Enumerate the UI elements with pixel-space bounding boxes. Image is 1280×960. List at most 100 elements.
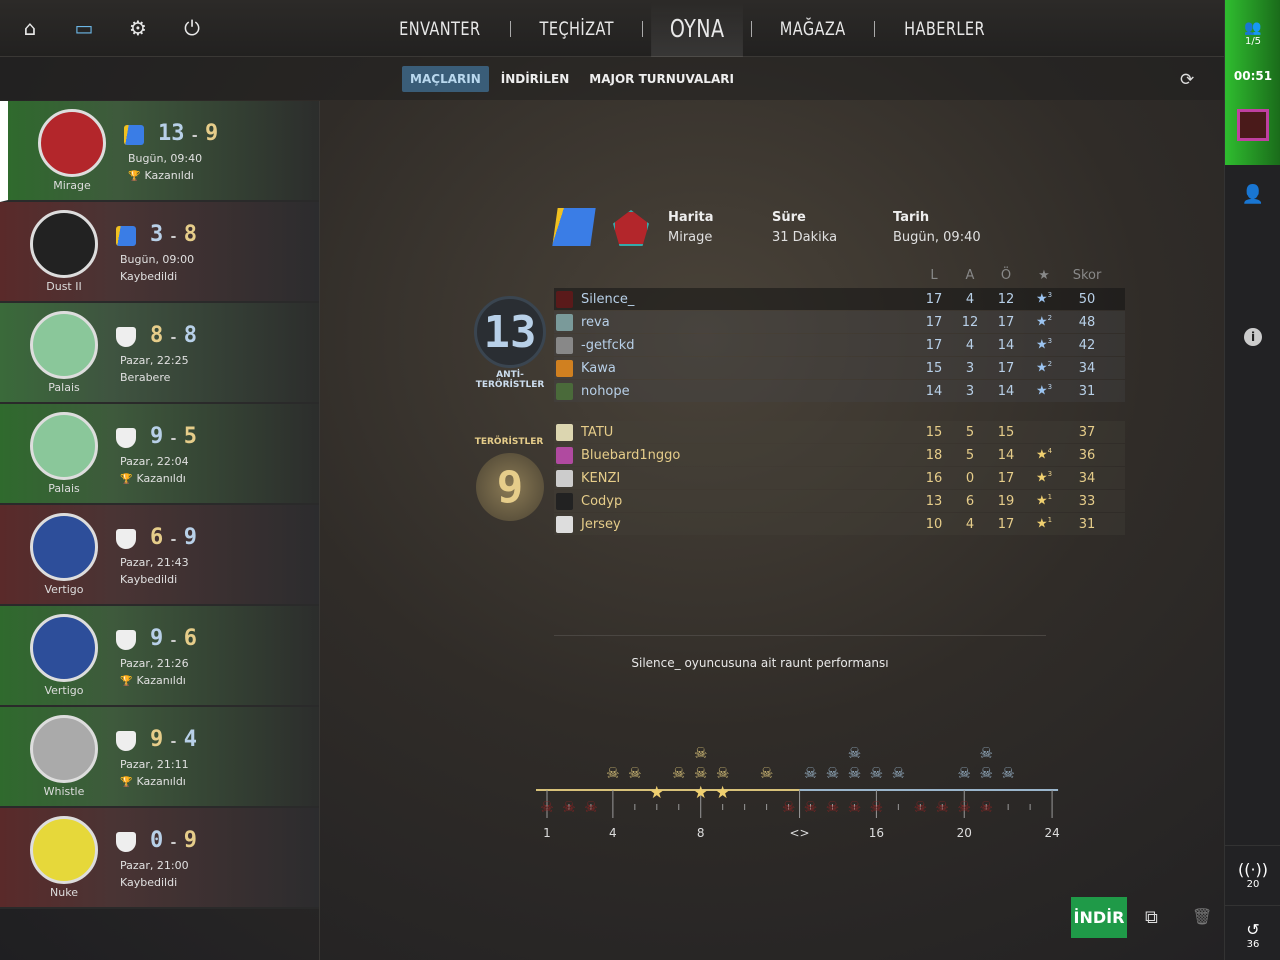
mvp-count: 3 [1047,291,1053,300]
score-team2: 6 [183,626,197,651]
ping-count: 20 [1246,879,1260,890]
match-row[interactable]: Mirage 13-9 Bugün, 09:40 🏆 Kazanıldı [0,101,319,202]
nav-0[interactable]: ENVANTER [399,17,481,40]
power-icon[interactable]: ⏻ [184,16,200,40]
column-header: Skor [1072,268,1102,283]
score-team1: 3 [150,222,164,247]
player-row[interactable]: TATU 15 5 15 37 [554,421,1125,443]
t-team-score: 9 [476,453,544,521]
map-mirage-icon [613,210,649,246]
stat-a: 6 [965,493,975,509]
score-team1: 8 [150,323,164,348]
result-text: Berabere [120,371,171,384]
death-skull-icon: ☠ [958,798,971,816]
player-row[interactable]: reva 17 12 17 ★2 48 [554,311,1125,333]
player-avatar [556,515,573,533]
kill-skull-icon: ☠ [958,764,971,782]
refresh-icon[interactable]: ⟳ [1180,70,1195,90]
player-name: Bluebard1nggo [581,447,681,463]
match-row[interactable]: Vertigo 9-6 Pazar, 21:26 🏆 Kazanıldı [0,606,319,707]
score-team1: 9 [150,626,164,651]
stat-a: 4 [965,291,975,307]
nav-3[interactable]: MAĞAZA [780,17,847,40]
mvp-count: 3 [1047,383,1053,392]
mvp-count: 1 [1047,516,1053,525]
history-count: 36 [1246,939,1260,950]
subtab-0[interactable]: MAÇLARIN [402,65,489,92]
result-text: Kazanıldı [136,472,186,485]
match-row[interactable]: Vertigo 6-9 Pazar, 21:43 Kaybedildi [0,505,319,606]
competitive-mode-icon [552,208,596,246]
gear-icon[interactable]: ⚙ [129,16,147,40]
match-result: 🏆 Kazanıldı [128,169,194,182]
mvp-star: ★2 [1029,360,1059,375]
match-row[interactable]: Palais 9-5 Pazar, 22:04 🏆 Kazanıldı [0,404,319,505]
score-team2: 9 [204,121,219,146]
mvp-star-icon: ★ [649,783,664,803]
kill-skull-icon: ☠ [804,764,817,782]
player-avatar[interactable] [1237,109,1269,141]
stat-d: 17 [997,470,1015,486]
nav-4[interactable]: HABERLER [903,17,985,40]
result-text: Kaybedildi [120,270,178,283]
kill-skull-icon: ☠ [979,764,992,782]
player-row[interactable]: -getfckd 17 4 14 ★3 42 [554,334,1125,356]
map-dustii-icon [30,210,98,278]
home-icon[interactable]: ⌂ [23,16,37,40]
download-button[interactable]: İNDİR [1071,897,1127,938]
match-row[interactable]: Dust II 3-8 Bugün, 09:00 Kaybedildi [0,202,319,303]
player-row[interactable]: Silence_ 17 4 12 ★3 50 [554,288,1125,310]
queue-timer: 00:51 [1233,69,1273,83]
player-row[interactable]: Codyp 13 6 19 ★1 33 [554,490,1125,512]
party-icon[interactable]: 👥 [1244,20,1262,36]
trash-icon[interactable]: 🗑 [1192,907,1213,926]
stat-score: 37 [1078,424,1096,440]
nav-separator [642,20,644,37]
result-text: Kazanıldı [136,674,186,687]
history-button[interactable]: ↺ 36 [1225,905,1280,950]
player-row[interactable]: Bluebard1nggo 18 5 14 ★4 36 [554,444,1125,466]
kill-skull-icon: ☠ [694,764,707,782]
info-icon[interactable]: i [1244,328,1262,346]
match-row[interactable]: Nuke 0-9 Pazar, 21:00 Kaybedildi [0,808,319,909]
mvp-count: 1 [1047,493,1053,502]
nav-1[interactable]: TEÇHİZAT [539,17,614,40]
nav-2[interactable]: OYNA [651,0,744,57]
date-label: Tarih [893,210,930,225]
player-row[interactable]: Kawa 15 3 17 ★2 34 [554,357,1125,379]
subtab-2[interactable]: MAJOR TURNUVALARI [589,71,734,86]
competitive-mode-icon [116,226,136,246]
tv-icon[interactable]: ▭ [74,16,94,40]
player-name: KENZI [581,470,621,486]
friend-icon[interactable]: 👤 [1241,184,1265,205]
score-team1: 9 [150,424,164,449]
player-name: Jersey [581,516,621,532]
player-row[interactable]: KENZI 16 0 17 ★3 34 [554,467,1125,489]
map-vertigo-icon [30,513,98,581]
score-dash: - [169,431,178,447]
mvp-star: ★2 [1029,314,1059,329]
player-avatar [556,423,573,441]
ping-button[interactable]: ((·)) 20 [1225,845,1280,890]
wingman-mode-icon [116,731,136,751]
stat-k: 17 [925,314,943,330]
mvp-count: 2 [1047,360,1053,369]
player-row[interactable]: Jersey 10 4 17 ★1 31 [554,513,1125,535]
trophy-icon: 🏆 [120,676,133,687]
match-list[interactable]: Mirage 13-9 Bugün, 09:40 🏆 Kazanıldı Dust II 3… [0,101,320,960]
map-palais-icon [30,412,98,480]
subtab-1[interactable]: İNDİRİLEN [500,71,570,86]
map-name: Vertigo [44,684,84,697]
death-skull-icon: ☠ [562,798,575,816]
mvp-star-icon: ★ [693,783,708,803]
stat-a: 3 [965,383,975,399]
top-bar: ⌂ ▭ ⚙ ⏻ ENVANTER TEÇHİZAT OYNA MAĞAZA HABERL… [0,0,1224,57]
wingman-mode-icon [116,630,136,650]
player-row[interactable]: nohope 14 3 14 ★3 31 [554,380,1125,402]
result-text: Kaybedildi [120,573,178,586]
death-skull-icon: ☠ [826,798,839,816]
match-row[interactable]: Palais 8-8 Pazar, 22:25 Berabere [0,303,319,404]
external-link-icon[interactable]: ⧉ [1145,907,1158,928]
match-row[interactable]: Whistle 9-4 Pazar, 21:11 🏆 Kazanıldı [0,707,319,808]
death-skull-icon: ☠ [540,798,553,816]
